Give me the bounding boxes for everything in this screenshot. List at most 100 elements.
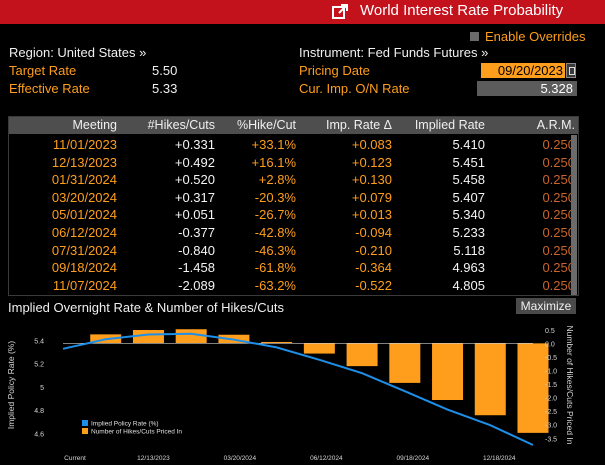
legend-swatch-rate <box>82 420 88 426</box>
cell-imp: -0.364 <box>355 260 392 276</box>
cell-pct: -63.2% <box>254 277 296 293</box>
y-left-tick-label: 5.2 <box>34 362 44 369</box>
header-rate[interactable]: Implied Rate <box>414 118 485 132</box>
cell-arm: 0.250 <box>542 189 575 205</box>
table-row[interactable]: 03/20/2024 +0.317 -20.3% +0.079 5.407 0.250 <box>9 188 575 206</box>
cell-rate: 5.451 <box>452 154 485 170</box>
cell-meeting: 11/07/2024 <box>52 277 117 293</box>
y-left-tick-label: 4.8 <box>34 408 44 415</box>
region-selector[interactable]: Region: United States » <box>9 45 147 60</box>
cell-arm: 0.250 <box>542 207 575 223</box>
cell-rate: 4.963 <box>452 260 485 276</box>
calendar-icon[interactable] <box>566 63 576 78</box>
table-row[interactable]: 11/01/2023 +0.331 +33.1% +0.083 5.410 0.250 <box>9 135 575 153</box>
y-right-tick-label: 0.5 <box>545 328 555 335</box>
cell-meeting: 01/31/2024 <box>51 172 117 188</box>
table-row[interactable]: 07/31/2024 -0.840 -46.3% -0.210 5.118 0.250 <box>9 241 575 259</box>
cell-meeting: 09/18/2024 <box>51 260 117 276</box>
y-right-tick-label: -2.5 <box>545 409 557 416</box>
header-hikes[interactable]: #Hikes/Cuts <box>147 118 215 132</box>
y-right-tick-label: -1.0 <box>545 368 557 375</box>
enable-overrides-checkbox[interactable]: Enable Overrides <box>470 29 585 44</box>
y-right-tick-label: 0.0 <box>545 341 555 348</box>
cell-imp: +0.079 <box>351 189 392 205</box>
chart-title: Implied Overnight Rate & Number of Hikes… <box>8 300 284 315</box>
table-row[interactable]: 01/31/2024 +0.520 +2.8% +0.130 5.458 0.250 <box>9 170 575 188</box>
bar <box>517 343 549 433</box>
maximize-button[interactable]: Maximize <box>516 298 576 314</box>
cell-meeting: 06/12/2024 <box>51 225 117 240</box>
cell-arm: 0.250 <box>542 154 575 170</box>
y-right-tick-label: -3.0 <box>545 423 557 430</box>
header-meeting[interactable]: Meeting <box>72 118 117 132</box>
header-pct[interactable]: %Hike/Cut <box>236 118 296 132</box>
cell-imp: +0.130 <box>351 172 392 188</box>
bar <box>261 341 293 344</box>
instrument-selector[interactable]: Instrument: Fed Funds Futures » <box>299 45 489 60</box>
bar <box>175 329 207 344</box>
effective-rate-label: Effective Rate <box>9 81 90 96</box>
bar <box>474 343 506 416</box>
y-axis-left-label: Implied Policy Rate (%) <box>6 341 16 430</box>
cell-pct: -61.8% <box>254 260 296 276</box>
checkbox-box[interactable] <box>470 32 479 41</box>
y-right-tick-label: -2.0 <box>545 396 557 403</box>
cell-rate: 4.805 <box>452 277 485 293</box>
y-right-tick-label: -3.5 <box>545 436 557 443</box>
series-line-implied-rate <box>62 332 534 446</box>
cell-imp: +0.013 <box>351 207 392 223</box>
effective-rate-value: 5.33 <box>152 81 178 96</box>
x-tick-label: 03/20/2024 <box>224 455 257 462</box>
table-row[interactable]: 09/18/2024 -1.458 -61.8% -0.364 4.963 0.250 <box>9 258 575 276</box>
table-row[interactable]: 12/13/2023 +0.492 +16.1% +0.123 5.451 0.250 <box>9 153 575 171</box>
cell-rate: 5.233 <box>452 225 485 240</box>
x-tick-label: Current <box>64 455 86 462</box>
x-tick-label: 06/12/2024 <box>310 455 343 462</box>
cell-meeting: 05/01/2024 <box>51 207 117 223</box>
header-arm[interactable]: A.R.M. <box>536 118 575 132</box>
cell-arm: 0.250 <box>542 172 575 188</box>
cell-rate: 5.458 <box>452 172 485 188</box>
cell-arm: 0.250 <box>542 260 575 276</box>
cell-hikes: +0.317 <box>174 189 215 205</box>
y-axis-right-label: Number of Hikes/Cuts Priced In <box>565 325 575 444</box>
enable-overrides-label: Enable Overrides <box>485 29 586 44</box>
header-imp[interactable]: Imp. Rate Δ <box>325 118 392 132</box>
cell-hikes: +0.331 <box>174 137 215 152</box>
cell-pct: -20.3% <box>254 189 296 205</box>
external-link-icon[interactable] <box>331 3 349 21</box>
table-scrollbar[interactable] <box>571 135 577 295</box>
cell-rate: 5.118 <box>453 242 485 258</box>
rate-chart: 5.4 5.2 5 4.8 4.6 0.5 0.0 -0.5 -1.0 -1.5 -2.0 -2.5… <box>6 325 575 462</box>
cell-hikes: -0.840 <box>178 242 215 258</box>
table-row[interactable]: 05/01/2024 +0.051 -26.7% +0.013 5.340 0.250 <box>9 205 575 223</box>
cell-arm: 0.250 <box>542 242 575 258</box>
cell-meeting: 12/13/2023 <box>51 154 117 170</box>
cell-rate: 5.340 <box>452 207 485 223</box>
bar <box>132 329 164 344</box>
bar <box>389 343 421 383</box>
table-row[interactable]: 11/07/2024 -2.089 -63.2% -0.522 4.805 0.250 <box>9 276 575 294</box>
cell-meeting: 07/31/2024 <box>51 242 117 258</box>
table-row[interactable]: 06/12/2024 -0.377 -42.8% -0.094 5.233 0.250 <box>9 223 575 241</box>
cell-meeting: 03/20/2024 <box>51 189 117 205</box>
target-rate-value: 5.50 <box>152 63 178 78</box>
y-right-tick-label: -0.5 <box>545 355 557 362</box>
title-bar: World Interest Rate Probability <box>0 0 605 24</box>
cell-rate: 5.410 <box>452 137 485 152</box>
cell-hikes: +0.051 <box>174 207 215 223</box>
table-header: Meeting #Hikes/Cuts %Hike/Cut Imp. Rate … <box>9 117 578 134</box>
bar <box>303 343 335 354</box>
scrollbar-thumb[interactable] <box>571 135 577 295</box>
cell-imp: -0.210 <box>355 242 392 258</box>
cell-pct: +33.1% <box>251 137 296 152</box>
cell-pct: +2.8% <box>258 172 296 188</box>
pricing-date-input[interactable]: 09/20/2023 <box>481 63 565 78</box>
legend-item-hikes: Number of Hikes/Cuts Priced In <box>91 429 182 436</box>
cell-hikes: -1.458 <box>178 260 215 276</box>
cell-imp: +0.083 <box>351 137 392 152</box>
cell-pct: -42.8% <box>254 225 296 240</box>
y-right-tick-label: -1.5 <box>545 382 557 389</box>
cell-arm: 0.250 <box>542 137 575 152</box>
x-tick-label: 12/13/2023 <box>137 455 170 462</box>
